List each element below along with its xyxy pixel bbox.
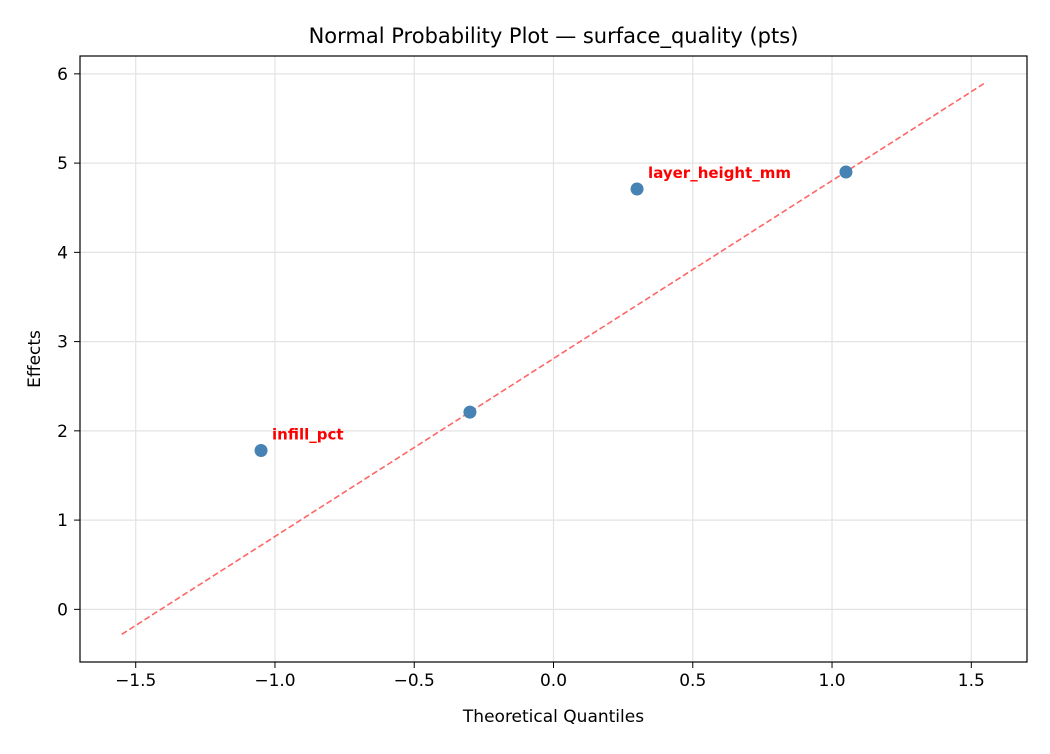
plot-frame: [79, 55, 1028, 663]
data-point: [254, 443, 268, 457]
grid: [80, 56, 1027, 662]
x-tick-label: −1.0: [254, 671, 295, 691]
y-tick-label: 4: [57, 243, 68, 263]
y-tick-label: 6: [57, 65, 68, 85]
x-axis-label: Theoretical Quantiles: [462, 707, 644, 727]
y-tick-label: 0: [57, 600, 68, 620]
y-axis-label: Effects: [25, 330, 45, 388]
point-annotation: infill_pct: [272, 425, 344, 443]
x-tick-label: −0.5: [394, 671, 435, 691]
x-tick-label: −1.5: [115, 671, 156, 691]
chart-title: Normal Probability Plot — surface_qualit…: [309, 24, 799, 49]
data-point: [630, 182, 644, 196]
x-tick-label: 1.0: [819, 671, 846, 691]
x-tick-label: 0.5: [679, 671, 706, 691]
y-ticks: 0 1 2 3 4 5 6: [57, 65, 80, 620]
data-point: [463, 405, 477, 419]
point-annotation: layer_height_mm: [648, 164, 791, 182]
x-ticks: −1.5 −1.0 −0.5 0.0 0.5 1.0 1.5: [115, 662, 985, 691]
x-tick-label: 0.0: [540, 671, 567, 691]
y-tick-label: 2: [57, 422, 68, 442]
x-tick-label: 1.5: [958, 671, 985, 691]
y-tick-label: 5: [57, 154, 68, 174]
data-point: [839, 165, 853, 179]
y-tick-label: 3: [57, 333, 68, 353]
points-group: infill_pct layer_height_mm: [254, 164, 853, 457]
y-tick-label: 1: [57, 511, 68, 531]
